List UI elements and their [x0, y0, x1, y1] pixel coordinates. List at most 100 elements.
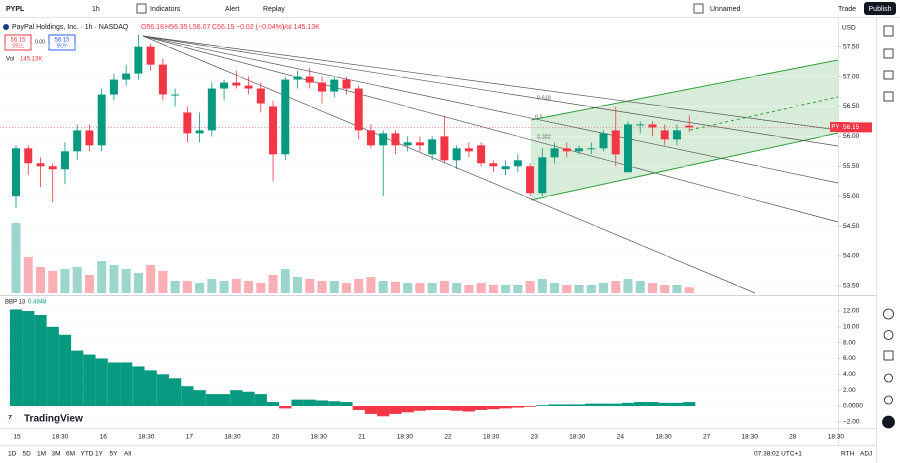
bbp-bar [523, 405, 537, 407]
range-button[interactable]: 5D [23, 451, 32, 458]
range-button[interactable]: 3M [52, 451, 61, 458]
replay[interactable]: Replay [263, 6, 285, 13]
x-tick-label: 22 [444, 434, 452, 441]
candle-body [256, 88, 265, 104]
y-tick-label: 53.50 [843, 283, 860, 290]
candle-body [24, 148, 33, 164]
volume-bar [23, 257, 33, 293]
ideas-icon[interactable] [883, 330, 894, 340]
candle-body [526, 166, 535, 194]
candle-body [550, 148, 559, 158]
bbp-bar [377, 405, 390, 417]
volume-bar [293, 277, 303, 293]
candle-body [501, 166, 510, 170]
layers-icon[interactable] [883, 70, 894, 80]
trend-fan [142, 35, 839, 294]
x-tick-label: 18:30 [52, 434, 69, 441]
y-tick-label: 4.00 [843, 371, 856, 378]
range-button[interactable]: 1Y [95, 451, 104, 458]
range-button[interactable]: 6M [66, 451, 75, 458]
alert[interactable]: Alert [225, 6, 239, 13]
volume-bar [305, 279, 315, 293]
bbp-bar [71, 350, 84, 406]
y-tick-label: 57.50 [843, 43, 860, 50]
candle-body [195, 130, 204, 134]
volume-bar [672, 285, 682, 293]
candle-body [648, 124, 657, 128]
publish-button[interactable] [864, 2, 896, 15]
watchlist-icon[interactable] [883, 25, 894, 37]
volume-bar [488, 285, 498, 293]
bbp-bar [242, 391, 255, 406]
buy-button[interactable] [48, 34, 76, 51]
target-icon[interactable] [883, 308, 894, 320]
bbp-value: 0.4948 [28, 300, 47, 306]
layout-checkbox[interactable] [693, 3, 704, 14]
fan-line [142, 35, 839, 147]
bbp-bar [144, 370, 157, 406]
x-tick-label: 23 [531, 434, 539, 441]
bbp-bar [328, 401, 341, 406]
bbp-bar [462, 405, 476, 412]
bbp-bar [254, 394, 267, 406]
candle-body [562, 148, 571, 152]
legend-high: H56.35 [165, 24, 188, 31]
stream-icon[interactable] [884, 373, 893, 383]
candle-body [305, 76, 314, 83]
indicators[interactable]: Indicators [150, 6, 181, 13]
bbp-bar [181, 386, 194, 406]
last-price-label: 56.15 [843, 124, 860, 131]
volume-bar [366, 277, 376, 293]
rth[interactable]: RTH [841, 451, 855, 458]
notifications-icon[interactable] [884, 395, 893, 405]
legend-volume: Vol 145.13K [282, 24, 320, 31]
channel-top [530, 59, 839, 121]
candle-body [318, 82, 326, 92]
bbp-bar [450, 405, 463, 411]
bbp-bar [597, 403, 610, 406]
bbp-bar [34, 314, 47, 406]
volume-bar [329, 281, 339, 293]
trade[interactable]: Trade [838, 6, 856, 13]
alerts-icon[interactable] [883, 48, 894, 59]
candle-body [391, 133, 400, 146]
candle-body [48, 166, 57, 170]
volume-bar [599, 283, 609, 293]
y-tick-label: 0.0000 [843, 403, 863, 410]
interval[interactable]: 1h [92, 6, 100, 13]
sidebar [882, 25, 895, 429]
volume-bar [439, 281, 449, 293]
calendar-icon[interactable] [883, 350, 894, 361]
volume-bar [317, 281, 327, 293]
volume-bar [60, 269, 70, 293]
range-button[interactable]: YTD [81, 451, 94, 458]
volume-bar [146, 265, 156, 293]
apps-icon[interactable] [882, 415, 895, 429]
range-button[interactable]: All [124, 451, 132, 458]
adj[interactable]: ADJ [860, 451, 872, 458]
volume-bar [611, 281, 621, 293]
range-button[interactable]: 1M [37, 451, 46, 458]
bbp-bar [120, 362, 133, 406]
volume-bar [195, 283, 205, 293]
sell-button[interactable] [4, 34, 32, 51]
bbp-bar [413, 405, 427, 411]
candle-body [415, 142, 424, 146]
bbp-bar [352, 405, 365, 410]
spread: 0.00 [35, 39, 45, 45]
candle-body [293, 76, 302, 80]
vol-value: 145.13K [20, 57, 42, 63]
symbol[interactable]: PYPL [6, 6, 25, 13]
volume-bar [586, 285, 596, 293]
range-button[interactable]: 1D [8, 451, 17, 458]
range-button[interactable]: 5Y [110, 451, 119, 458]
volume-bar [244, 281, 254, 293]
x-tick-label: 18:30 [828, 434, 845, 441]
candle-body [146, 46, 155, 65]
candle-body [428, 139, 437, 155]
x-tick-label: 18:30 [655, 434, 672, 441]
layout-name[interactable]: Unnamed [710, 6, 740, 13]
news-icon[interactable] [883, 91, 894, 102]
volume-bar [97, 261, 107, 293]
volume-bar [182, 281, 192, 293]
